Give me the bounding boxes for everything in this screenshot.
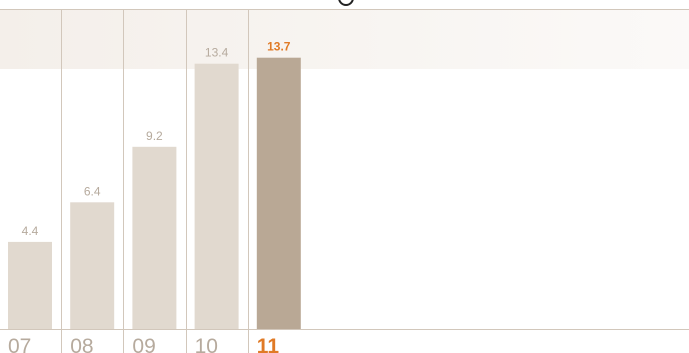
bar-07 <box>8 241 52 329</box>
value-label-10: 13.4 <box>205 46 229 60</box>
value-label-08: 6.4 <box>84 184 101 198</box>
bars <box>8 57 301 329</box>
x-tick-09: 09 <box>132 335 155 353</box>
cropped-header-fragment <box>0 0 689 10</box>
value-label-11: 13.7 <box>267 40 291 54</box>
category-separators <box>61 9 249 353</box>
value-label-07: 4.4 <box>22 224 39 238</box>
bar-11 <box>256 57 301 329</box>
x-tick-labels: 07 08 09 10 11 <box>8 335 279 353</box>
bar-10 <box>194 63 239 329</box>
value-labels: 4.4 6.4 9.2 13.4 13.7 <box>22 40 291 238</box>
x-tick-11: 11 <box>257 335 280 353</box>
x-tick-10: 10 <box>195 335 218 353</box>
bar-09 <box>132 146 177 329</box>
x-tick-07: 07 <box>8 335 31 353</box>
bar-08 <box>70 202 115 329</box>
value-label-09: 9.2 <box>146 129 163 143</box>
x-tick-08: 08 <box>70 335 93 353</box>
chart-top-band <box>0 9 689 69</box>
